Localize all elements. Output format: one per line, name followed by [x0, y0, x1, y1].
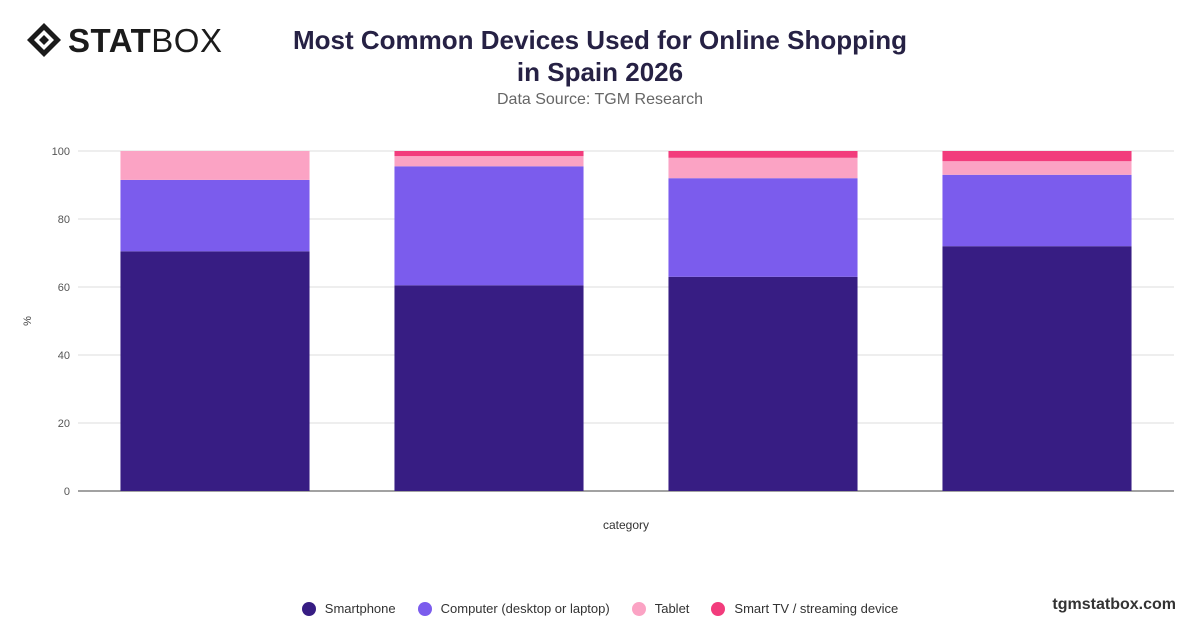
y-tick-label: 60: [58, 282, 70, 294]
chart-subtitle: Data Source: TGM Research: [496, 91, 703, 108]
bar-segment: [668, 151, 858, 158]
bar-segment: [942, 161, 1132, 175]
legend-marker: [711, 601, 726, 616]
chart-title: Most Common Devices Used for Online Shop…: [293, 25, 907, 87]
legend-marker: [417, 601, 432, 616]
y-axis-label: %: [22, 316, 34, 326]
bar-segment: [120, 151, 310, 180]
legend-label: Computer (desktop or laptop): [440, 601, 610, 616]
bar-segment: [942, 151, 1132, 162]
legend-item[interactable]: Smart TV / streaming device: [711, 601, 898, 616]
bar-segment: [120, 251, 310, 491]
bar-segment: [394, 166, 584, 286]
legend-marker: [301, 601, 316, 616]
chart-legend: Smartphone Computer (desktop or laptop) Ta…: [0, 601, 1200, 616]
bar-segment: [942, 174, 1132, 247]
logo-wordmark: STATBOX: [68, 24, 222, 57]
legend-label: Smartphone: [324, 601, 396, 616]
y-tick-label: 100: [52, 146, 70, 158]
legend-item[interactable]: Smartphone: [301, 601, 396, 616]
statbox-logo: STATBOX: [26, 22, 222, 58]
logo-box: BOX: [151, 21, 223, 59]
bar-segment: [668, 178, 858, 277]
y-tick-label: 20: [58, 418, 70, 430]
legend-item[interactable]: Tablet: [631, 601, 690, 616]
bar-segment: [394, 156, 584, 167]
diamond-logo-icon: [27, 23, 61, 57]
bar-segment: [394, 285, 584, 491]
y-tick-label: 40: [58, 350, 70, 362]
legend-marker: [631, 601, 646, 616]
legend-item[interactable]: Computer (desktop or laptop): [417, 601, 610, 616]
legend-label: Tablet: [654, 601, 690, 616]
bar-segment: [394, 151, 584, 157]
bar-segment: [120, 179, 310, 252]
y-tick-label: 80: [58, 214, 70, 226]
x-axis-label: category: [603, 518, 649, 532]
website-watermark: tgmstatbox.com: [1052, 596, 1176, 613]
logo-stat: STAT: [68, 21, 152, 59]
bar-segment: [668, 157, 858, 179]
bar-segment: [668, 276, 858, 491]
legend-label: Smart TV / streaming device: [734, 601, 899, 616]
bar-segment: [942, 246, 1132, 491]
y-tick-label: 0: [64, 486, 70, 498]
